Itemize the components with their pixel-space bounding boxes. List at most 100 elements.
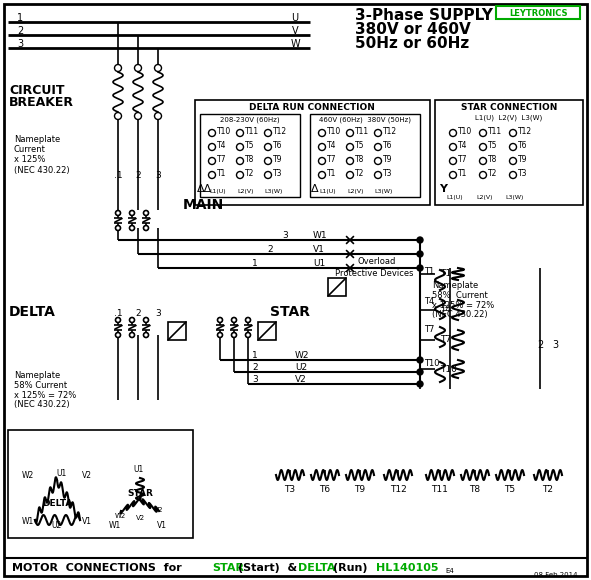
Circle shape <box>450 158 456 165</box>
Text: 2: 2 <box>537 340 543 350</box>
Text: 3: 3 <box>252 375 258 385</box>
Text: (NEC 430.22): (NEC 430.22) <box>432 310 488 320</box>
Text: L3(W): L3(W) <box>506 194 524 200</box>
Circle shape <box>115 332 121 338</box>
Text: x 125% = 72%: x 125% = 72% <box>432 300 494 310</box>
Circle shape <box>144 211 148 216</box>
Text: W1: W1 <box>313 231 327 241</box>
Circle shape <box>450 143 456 150</box>
Circle shape <box>129 317 135 322</box>
Text: V1: V1 <box>157 521 167 531</box>
Text: T12: T12 <box>383 128 397 136</box>
Text: T3: T3 <box>284 484 296 494</box>
Text: T9: T9 <box>273 155 282 165</box>
Text: Overload: Overload <box>357 258 395 266</box>
Text: 50Hz or 60Hz: 50Hz or 60Hz <box>355 37 469 52</box>
Text: V1: V1 <box>313 245 325 255</box>
Text: 3: 3 <box>17 39 23 49</box>
Circle shape <box>135 113 141 119</box>
Text: (NEC 430.22): (NEC 430.22) <box>14 401 70 409</box>
Text: 460V (60Hz)  380V (50Hz): 460V (60Hz) 380V (50Hz) <box>319 117 411 124</box>
Text: L3(W): L3(W) <box>375 188 393 194</box>
Text: T9: T9 <box>518 155 528 165</box>
Text: T5: T5 <box>245 142 255 150</box>
Circle shape <box>115 211 121 216</box>
Text: 08 Feb 2014: 08 Feb 2014 <box>534 572 578 578</box>
Circle shape <box>115 317 121 322</box>
Circle shape <box>450 129 456 136</box>
Text: T11: T11 <box>245 128 259 136</box>
Text: W2: W2 <box>115 513 126 519</box>
Circle shape <box>245 332 251 338</box>
Circle shape <box>319 158 326 165</box>
Circle shape <box>265 129 271 136</box>
Circle shape <box>417 251 423 257</box>
Text: Current: Current <box>14 146 46 154</box>
Text: T2: T2 <box>245 169 254 179</box>
Text: T2: T2 <box>355 169 365 179</box>
Text: 380V or 460V: 380V or 460V <box>355 23 471 38</box>
Text: 58%  Current: 58% Current <box>432 291 488 299</box>
Text: U1: U1 <box>313 259 325 269</box>
Text: T8: T8 <box>469 484 480 494</box>
Text: 2: 2 <box>17 26 23 36</box>
Text: L1(U)  L2(V)  L3(W): L1(U) L2(V) L3(W) <box>475 115 543 121</box>
Text: 2: 2 <box>135 172 141 180</box>
Circle shape <box>509 158 517 165</box>
Text: (Run): (Run) <box>333 563 368 573</box>
Text: T2: T2 <box>488 169 498 179</box>
Text: T8: T8 <box>355 155 365 165</box>
Text: T7: T7 <box>327 155 336 165</box>
Circle shape <box>144 332 148 338</box>
Circle shape <box>144 317 148 322</box>
Circle shape <box>209 172 216 179</box>
Text: T7: T7 <box>440 335 451 345</box>
Circle shape <box>135 64 141 71</box>
Text: U2: U2 <box>295 364 307 372</box>
Text: T12: T12 <box>389 484 407 494</box>
Bar <box>328 278 346 296</box>
Bar <box>310 114 420 197</box>
Circle shape <box>236 143 243 150</box>
Text: T8: T8 <box>245 155 254 165</box>
Text: STAR CONNECTION: STAR CONNECTION <box>461 103 557 111</box>
Text: LEYTRONICS: LEYTRONICS <box>509 9 567 17</box>
Text: T1: T1 <box>458 169 467 179</box>
Text: W1: W1 <box>109 521 121 531</box>
Text: V: V <box>292 26 298 36</box>
Text: V2: V2 <box>82 472 92 480</box>
Text: T11: T11 <box>431 484 449 494</box>
Circle shape <box>319 129 326 136</box>
Text: .1: .1 <box>113 309 122 317</box>
Text: 3-Phase SUPPLY: 3-Phase SUPPLY <box>355 9 493 24</box>
Text: 3: 3 <box>282 231 288 241</box>
Circle shape <box>479 143 486 150</box>
Text: DELTA: DELTA <box>9 305 56 319</box>
Text: E4: E4 <box>445 568 454 574</box>
Text: .1: .1 <box>113 172 122 180</box>
Circle shape <box>217 317 222 322</box>
Circle shape <box>236 129 243 136</box>
Text: T10: T10 <box>217 128 231 136</box>
Circle shape <box>209 143 216 150</box>
Circle shape <box>346 143 353 150</box>
Text: T4: T4 <box>458 142 467 150</box>
Circle shape <box>450 172 456 179</box>
Text: T10: T10 <box>440 364 457 374</box>
Text: L1(U): L1(U) <box>210 188 226 194</box>
Circle shape <box>479 172 486 179</box>
Text: V2: V2 <box>135 515 145 521</box>
Text: 2: 2 <box>135 309 141 317</box>
Text: T6: T6 <box>383 142 392 150</box>
Text: T7: T7 <box>217 155 226 165</box>
Circle shape <box>129 332 135 338</box>
Text: W2: W2 <box>295 351 310 361</box>
Text: T3: T3 <box>518 169 528 179</box>
Text: Nameplate: Nameplate <box>14 371 60 379</box>
Text: Y: Y <box>439 184 447 194</box>
Circle shape <box>509 143 517 150</box>
Circle shape <box>154 64 161 71</box>
Bar <box>168 322 186 340</box>
Text: 1: 1 <box>17 13 23 23</box>
Circle shape <box>115 113 122 119</box>
